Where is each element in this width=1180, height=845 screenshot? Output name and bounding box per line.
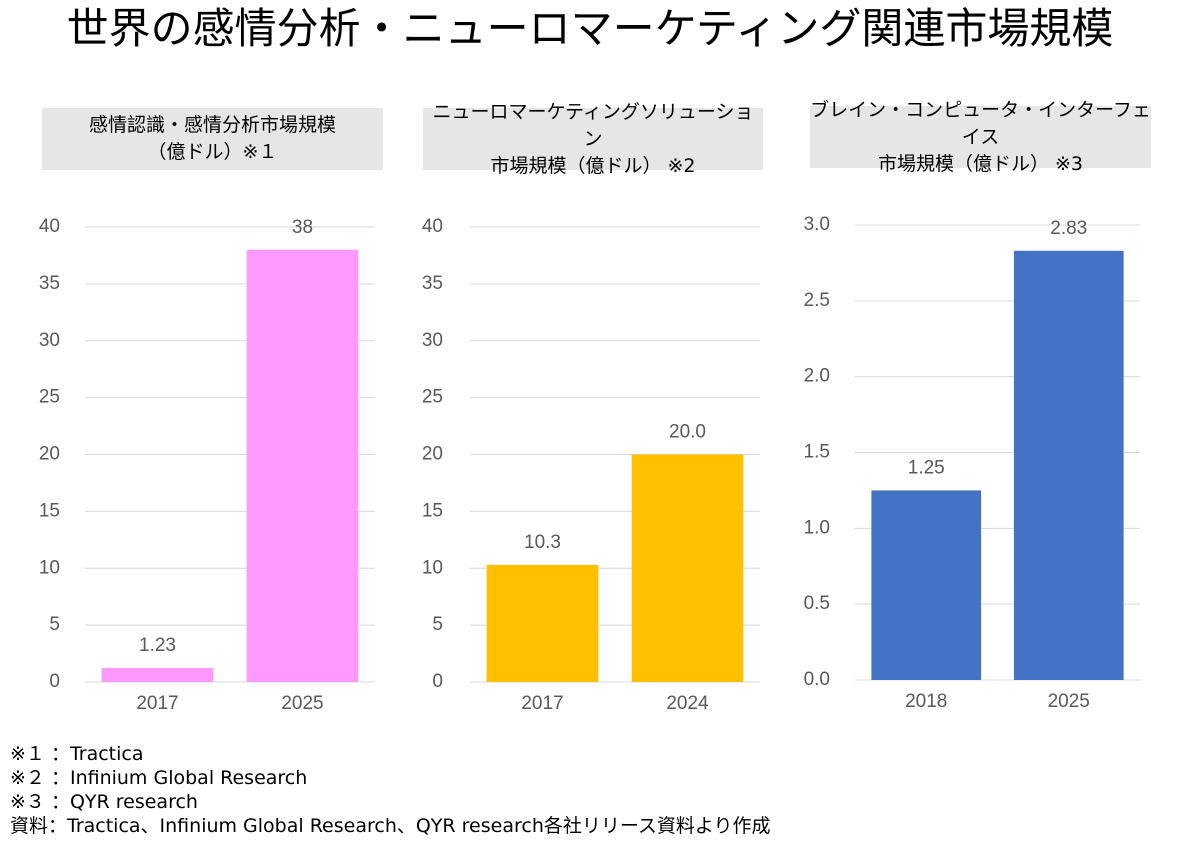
y-tick-label: 0.0: [804, 669, 830, 690]
note: ※１ ：Tractica: [10, 743, 144, 765]
bar: [1013, 250, 1124, 681]
y-tick-label: 1.5: [804, 442, 830, 463]
value-label: 1.25: [908, 457, 945, 478]
y-tick-label: 2.5: [804, 290, 830, 311]
page-title: 世界の感情分析・ニューロマーケティング関連市場規模: [66, 4, 1114, 53]
y-tick-label: 35: [422, 273, 443, 294]
y-tick-label: 10: [39, 557, 60, 578]
x-tick-label: 2017: [521, 693, 563, 714]
y-tick-label: 2.0: [804, 366, 830, 387]
y-tick-label: 40: [39, 216, 60, 237]
y-tick-label: 5: [49, 614, 60, 635]
y-tick-label: 5: [432, 614, 443, 635]
value-label: 20.0: [669, 422, 706, 443]
x-tick-label: 2024: [666, 693, 709, 714]
note: ※３ ：QYR research: [10, 791, 198, 813]
y-tick-label: 0: [432, 671, 443, 692]
value-label: 1.23: [139, 635, 176, 656]
y-tick-label: 10: [422, 557, 443, 578]
y-tick-label: 1.0: [804, 517, 830, 538]
y-tick-label: 3.0: [804, 214, 830, 235]
y-tick-label: 15: [39, 500, 60, 521]
x-tick-label: 2017: [136, 693, 178, 714]
y-tick-label: 20: [422, 444, 443, 465]
x-tick-label: 2018: [905, 691, 947, 712]
y-tick-label: 30: [422, 330, 443, 351]
bar: [101, 668, 214, 682]
y-tick-label: 15: [422, 500, 443, 521]
x-tick-label: 2025: [281, 693, 323, 714]
value-label: 38: [292, 217, 313, 238]
x-tick-label: 2025: [1048, 691, 1090, 712]
bar: [631, 454, 744, 682]
y-tick-label: 30: [39, 330, 60, 351]
value-label: 2.83: [1050, 218, 1087, 239]
value-label: 10.3: [524, 532, 561, 553]
bar: [246, 249, 359, 682]
y-tick-label: 25: [422, 387, 443, 408]
bar: [486, 564, 599, 682]
y-tick-label: 0.5: [804, 593, 830, 614]
y-tick-label: 35: [39, 273, 60, 294]
bar: [871, 490, 982, 680]
y-tick-label: 20: [39, 444, 60, 465]
notes: ※１ ：Tractica ※２ ：Infinium Global Researc…: [10, 742, 771, 838]
y-tick-label: 0: [49, 671, 60, 692]
y-tick-label: 25: [39, 387, 60, 408]
note: ※２ ：Infinium Global Research: [10, 767, 308, 789]
note: 資料：Tractica、Infinium Global Research、QYR…: [10, 815, 771, 837]
y-tick-label: 40: [422, 216, 443, 237]
chart-title: 感情認識・感情分析市場規模 （億ドル）※１: [42, 108, 383, 170]
